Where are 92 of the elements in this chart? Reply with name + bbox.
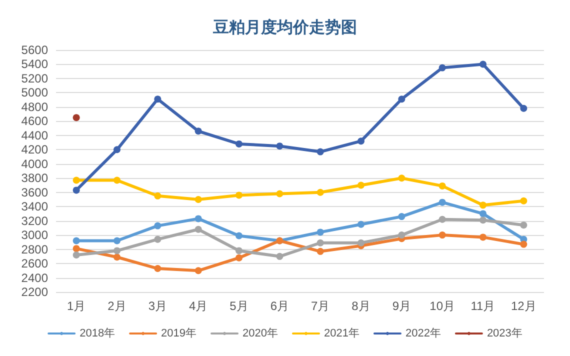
x-tick-label: 8月 <box>352 299 370 313</box>
point <box>114 146 120 154</box>
y-tick-label: 2800 <box>21 242 48 256</box>
point <box>398 174 406 182</box>
point <box>154 236 162 243</box>
x-tick-label: 11月 <box>470 299 496 313</box>
point <box>72 245 80 252</box>
point <box>358 239 364 246</box>
point <box>154 192 162 200</box>
point <box>114 237 120 244</box>
point <box>438 198 446 206</box>
y-tick-label: 3400 <box>21 200 48 214</box>
point <box>438 182 446 190</box>
y-tick-label: 2200 <box>21 285 48 299</box>
point <box>316 248 324 255</box>
legend-label: 2019年 <box>161 328 197 340</box>
point <box>154 222 162 230</box>
x-tick-label: 10月 <box>430 299 456 313</box>
point <box>480 210 486 218</box>
point <box>358 138 364 145</box>
x-tick-label: 2月 <box>108 299 126 313</box>
point <box>520 104 528 112</box>
point <box>316 188 324 196</box>
point <box>480 202 486 209</box>
point <box>398 213 406 220</box>
x-tick-label: 3月 <box>148 299 168 313</box>
point <box>358 220 364 228</box>
y-tick-label: 5200 <box>21 71 48 86</box>
point <box>480 216 486 224</box>
x-tick-label: 12月 <box>510 299 536 313</box>
point <box>114 176 120 184</box>
y-tick-label: 4800 <box>21 100 48 114</box>
point <box>194 196 202 203</box>
point <box>316 148 324 156</box>
point <box>236 232 242 240</box>
point <box>520 222 528 229</box>
legend-label: 2018年 <box>80 328 116 340</box>
point <box>72 186 80 194</box>
y-tick-label: 4200 <box>21 142 48 157</box>
point <box>316 239 324 246</box>
y-tick-label: 5600 <box>21 43 48 57</box>
x-tick-label: 7月 <box>310 299 330 313</box>
x-tick-label: 9月 <box>392 299 412 313</box>
point <box>194 215 202 222</box>
x-tick-label: 1月 <box>66 299 86 313</box>
point <box>398 232 406 239</box>
point <box>236 192 242 199</box>
point <box>276 142 284 150</box>
point <box>72 237 80 244</box>
point <box>520 240 528 248</box>
y-tick-label: 3000 <box>21 228 48 242</box>
point <box>480 234 486 241</box>
point <box>438 216 446 223</box>
point <box>438 232 446 239</box>
y-tick-label: 3200 <box>21 214 48 228</box>
y-tick-label: 5000 <box>21 86 48 100</box>
y-tick-label: 3600 <box>21 185 48 200</box>
point <box>316 228 324 236</box>
legend-label: 2022年 <box>405 328 441 340</box>
point <box>194 226 202 233</box>
point <box>236 140 242 148</box>
legend-label: 2020年 <box>242 328 278 340</box>
point <box>236 247 242 254</box>
y-tick-label: 4000 <box>21 156 48 171</box>
point <box>194 128 202 135</box>
y-tick-label: 4400 <box>21 128 48 142</box>
point <box>154 265 162 272</box>
x-tick-label: 6月 <box>270 299 290 313</box>
point <box>194 267 202 274</box>
y-tick-label: 5400 <box>21 57 48 72</box>
point <box>236 254 242 262</box>
point <box>358 182 364 189</box>
point <box>72 176 80 184</box>
point <box>520 197 528 204</box>
x-tick-label: 4月 <box>188 299 208 313</box>
y-tick-label: 2400 <box>21 270 48 285</box>
point <box>480 60 486 68</box>
point <box>398 96 406 103</box>
point <box>438 64 446 72</box>
point <box>276 252 284 260</box>
point <box>276 190 284 198</box>
point <box>114 254 120 261</box>
y-tick-label: 2600 <box>21 256 48 271</box>
y-tick-label: 4600 <box>21 114 48 128</box>
legend-label: 2023年 <box>486 328 522 340</box>
y-tick-label: 3800 <box>21 171 48 186</box>
chart-title: 豆粕月度均价走势图 <box>212 18 357 36</box>
point <box>154 96 162 103</box>
point <box>72 251 80 258</box>
legend-label: 2021年 <box>324 328 360 340</box>
x-tick-label: 5月 <box>230 299 248 313</box>
point <box>114 247 120 254</box>
